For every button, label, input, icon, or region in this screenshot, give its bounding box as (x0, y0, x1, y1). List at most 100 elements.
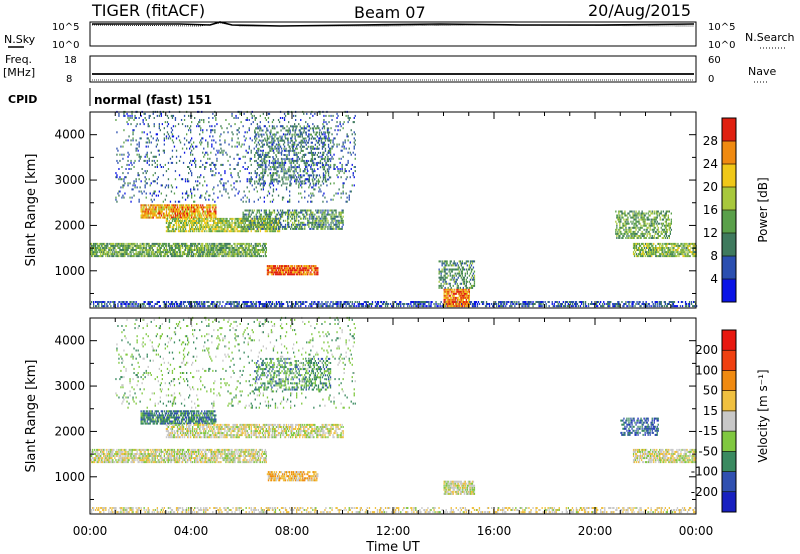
data-cell (149, 301, 151, 303)
data-cell (168, 226, 171, 229)
data-cell (330, 227, 332, 230)
data-cell (173, 212, 176, 215)
data-cell (146, 303, 148, 305)
data-cell (187, 178, 189, 181)
data-cell (196, 125, 198, 128)
data-cell (237, 253, 239, 256)
data-cell (133, 255, 135, 258)
data-cell (205, 161, 207, 164)
data-cell (315, 147, 317, 150)
data-cell (264, 242, 266, 245)
data-cell (143, 190, 145, 193)
data-cell (133, 182, 135, 185)
data-cell (285, 271, 288, 274)
data-cell (239, 255, 241, 258)
data-cell (335, 225, 337, 228)
data-cell (326, 305, 328, 308)
data-cell (190, 255, 192, 258)
data-cell (327, 225, 329, 228)
data-cell (239, 226, 241, 229)
data-cell (333, 223, 335, 226)
data-cell (576, 303, 579, 305)
data-cell (352, 305, 354, 308)
data-cell (671, 305, 674, 308)
data-cell (264, 244, 266, 247)
data-cell (143, 131, 145, 134)
data-cell (312, 147, 314, 150)
data-cell (166, 214, 169, 217)
data-cell (165, 135, 168, 138)
data-cell (222, 222, 224, 224)
data-cell (284, 160, 286, 163)
data-cell (264, 222, 266, 224)
data-cell (300, 271, 302, 274)
data-cell (148, 117, 150, 119)
data-cell (315, 273, 317, 276)
data-cell (294, 217, 296, 220)
data-cell (157, 242, 159, 245)
data-cell (286, 182, 288, 185)
data-cell (231, 303, 233, 305)
data-cell (180, 216, 183, 219)
data-cell (439, 303, 441, 305)
data-cell (329, 151, 332, 154)
data-cell (181, 224, 184, 227)
data-cell (233, 228, 235, 231)
data-cell (444, 305, 446, 308)
data-cell (264, 168, 266, 171)
data-cell (271, 267, 274, 270)
data-cell (261, 303, 263, 305)
data-cell (335, 223, 337, 226)
data-cell (293, 227, 295, 230)
data-cell (276, 178, 278, 181)
data-cell (202, 151, 204, 154)
data-cell (188, 214, 190, 217)
data-cell (116, 255, 118, 258)
data-cell (194, 204, 196, 207)
data-cell (407, 305, 409, 308)
data-cell (334, 217, 336, 220)
data-cell (182, 253, 185, 256)
data-cell (287, 143, 289, 146)
data-cell (312, 182, 314, 185)
data-cell (268, 217, 271, 220)
data-cell (482, 301, 485, 303)
data-cell (296, 265, 298, 268)
data-cell (239, 253, 241, 256)
data-cell (249, 209, 251, 212)
data-cell (655, 301, 657, 303)
data-cell (167, 251, 170, 254)
data-cell (207, 206, 209, 209)
data-cell (307, 271, 309, 274)
data-cell (254, 223, 256, 226)
data-cell (209, 226, 211, 229)
data-cell (264, 137, 266, 140)
data-cell (139, 249, 141, 251)
data-cell (96, 253, 98, 256)
data-cell (174, 210, 177, 213)
data-cell (540, 305, 542, 308)
data-cell (108, 301, 110, 303)
data-cell (250, 303, 252, 305)
data-cell (278, 273, 281, 276)
data-cell (110, 244, 112, 247)
data-cell (276, 162, 278, 165)
data-cell (186, 192, 188, 195)
data-cell (617, 303, 619, 305)
data-cell (148, 159, 150, 162)
data-cell (181, 123, 184, 126)
data-cell (276, 170, 278, 173)
data-cell (336, 215, 338, 218)
data-cell (176, 247, 179, 249)
data-cell (340, 211, 342, 214)
data-cell (178, 249, 181, 251)
data-cell (103, 242, 105, 245)
data-cell (220, 220, 222, 222)
data-cell (191, 255, 193, 258)
data-cell (311, 158, 313, 161)
data-cell (92, 255, 94, 258)
data-cell (267, 305, 270, 308)
data-cell (203, 224, 205, 227)
data-cell (190, 188, 192, 191)
data-cell (215, 141, 217, 144)
